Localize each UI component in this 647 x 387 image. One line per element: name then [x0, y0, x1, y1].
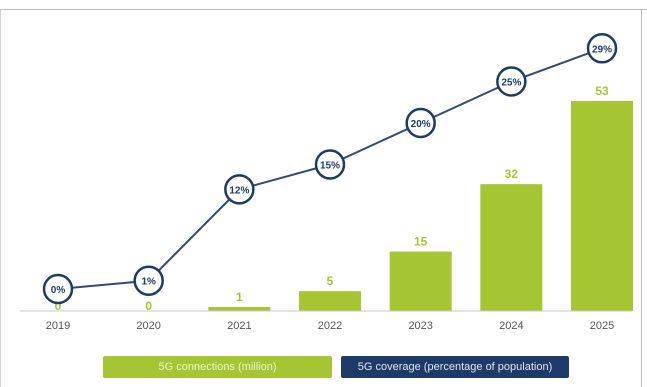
coverage-marker-2019 — [42, 273, 74, 305]
x-tick-label-2020: 2020 — [136, 320, 160, 332]
frame-left-border — [0, 9, 1, 387]
coverage-marker-2020 — [133, 265, 164, 296]
legend-item-5g-coverage: 5G coverage (percentage of population) — [341, 356, 569, 378]
bars-layer — [208, 100, 634, 312]
bar-value-label-2021: 1 — [236, 290, 243, 304]
bar-value-label-2025: 53 — [595, 84, 609, 98]
coverage-markers-layer: 0% 1% 12% 15% 20% 25% 29% — [42, 33, 618, 305]
frame-top-border — [0, 9, 647, 10]
bar-2022 — [299, 291, 362, 311]
legend-item-5g-connections: 5G connections (million) — [103, 356, 332, 378]
coverage-point-2023: 20% — [405, 107, 436, 139]
coverage-value-label-2021: 12% — [229, 185, 249, 196]
coverage-value-label-2019: 0% — [51, 285, 66, 296]
coverage-point-2019: 0% — [42, 273, 74, 305]
bar-value-label-2019: 0 — [55, 299, 62, 313]
bar-2021 — [208, 307, 271, 311]
coverage-point-2021: 12% — [224, 174, 255, 205]
coverage-value-label-2020: 1% — [141, 277, 156, 288]
coverage-point-2025: 29% — [586, 33, 618, 64]
coverage-point-2020: 1% — [133, 265, 164, 296]
x-tick-label-2022: 2022 — [318, 320, 342, 332]
x-tick-label-2024: 2024 — [499, 320, 523, 332]
bar-value-label-2023: 15 — [414, 235, 428, 249]
bar-2025 — [571, 100, 634, 312]
x-tick-labels-layer: 2019 2020 2021 2022 2023 2024 2025 — [46, 320, 615, 332]
bar-value-label-2024: 32 — [505, 167, 519, 181]
x-tick-label-2019: 2019 — [46, 320, 70, 332]
coverage-marker-2024 — [496, 66, 527, 97]
bar-value-label-2020: 0 — [145, 299, 152, 313]
coverage-value-label-2025: 29% — [592, 44, 612, 55]
coverage-marker-2021 — [224, 174, 255, 205]
bar-2024 — [480, 184, 543, 311]
coverage-value-label-2023: 20% — [411, 119, 431, 130]
coverage-marker-2023 — [405, 107, 436, 139]
bar-2023 — [389, 251, 452, 311]
frame-right-border — [641, 9, 642, 387]
x-tick-label-2021: 2021 — [227, 320, 251, 332]
coverage-point-2022: 15% — [314, 149, 346, 180]
coverage-value-label-2022: 15% — [320, 161, 340, 172]
coverage-value-label-2024: 25% — [501, 78, 521, 89]
coverage-marker-2022 — [314, 149, 346, 180]
coverage-marker-2025 — [586, 33, 618, 64]
x-tick-label-2023: 2023 — [408, 320, 432, 332]
bar-value-label-2022: 5 — [327, 274, 334, 288]
x-tick-label-2025: 2025 — [590, 320, 614, 332]
coverage-point-2024: 25% — [496, 66, 527, 97]
